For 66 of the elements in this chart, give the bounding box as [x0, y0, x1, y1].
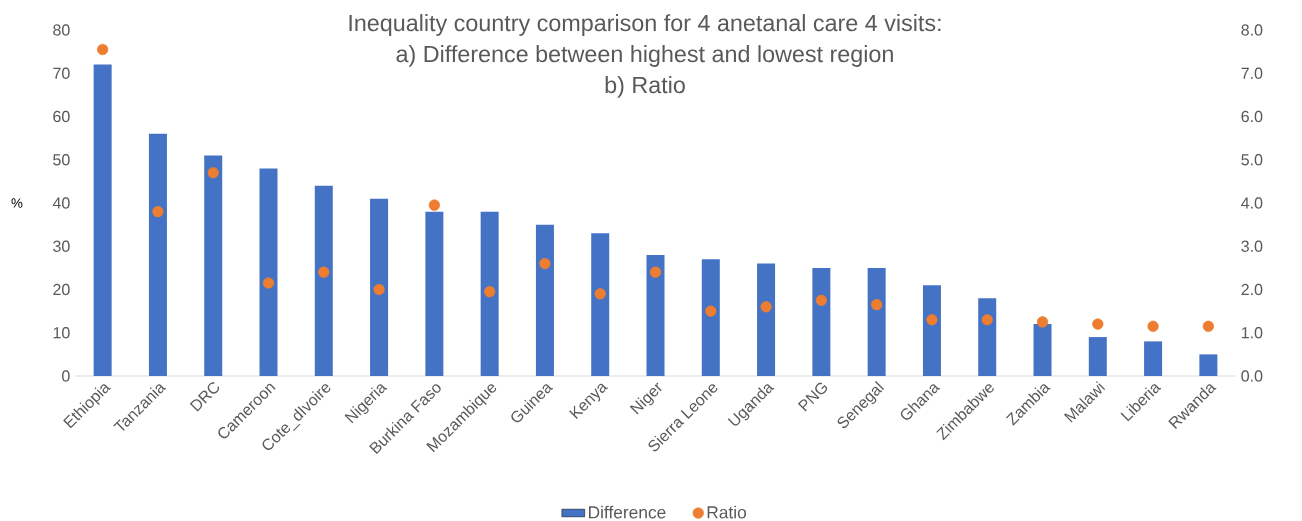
y-tick-label: 70 [53, 67, 70, 79]
y2-tick-label: 8.0 [1241, 24, 1263, 36]
bar [1199, 354, 1218, 376]
point [207, 167, 219, 179]
point [1036, 316, 1049, 328]
legend-label: Ratio [707, 505, 746, 519]
point [97, 43, 109, 56]
bar [480, 211, 499, 376]
y-axis-title: % [11, 198, 23, 208]
bar [867, 267, 886, 376]
y-tick-label: 80 [53, 24, 70, 36]
point [649, 266, 662, 278]
annotation: b) Ratio [605, 76, 685, 98]
y2-tick-label: 5.0 [1241, 154, 1263, 166]
y2-tick-label: 6.0 [1241, 110, 1263, 123]
y2-tick-label: 0.0 [1241, 370, 1263, 382]
y2-tick-label: 7.0 [1241, 67, 1263, 79]
y-tick-label: 30 [53, 240, 70, 252]
bar [425, 211, 444, 376]
point [705, 305, 717, 317]
y-tick-label: 40 [52, 197, 70, 209]
bar [591, 233, 610, 376]
bar [701, 259, 720, 376]
point [926, 314, 938, 326]
y-tick-label: 50 [53, 154, 70, 166]
bar [259, 168, 278, 376]
bar [1144, 341, 1163, 376]
point [318, 266, 330, 278]
y2-tick-label: 4.0 [1241, 197, 1263, 209]
y2-tick-label: 2.0 [1241, 283, 1263, 296]
bar [978, 298, 997, 376]
point [1092, 318, 1104, 330]
bar [922, 285, 941, 376]
legend-label: Difference [589, 505, 666, 519]
bar [370, 198, 389, 376]
bar [757, 263, 776, 376]
bar [535, 224, 554, 376]
y2-tick-label: 3.0 [1241, 240, 1263, 252]
y-tick-label: 20 [53, 283, 70, 296]
point [373, 283, 385, 296]
point [815, 294, 827, 306]
bar [1088, 337, 1107, 376]
bar [314, 185, 333, 376]
bar [204, 155, 223, 376]
bar [148, 133, 167, 376]
text: a) Difference between highest and lowest region [396, 45, 893, 67]
point [484, 286, 496, 298]
bar [646, 254, 665, 376]
point [981, 314, 993, 326]
bar [1033, 324, 1052, 376]
point [262, 277, 275, 289]
point [152, 206, 164, 218]
y-tick-label: 10 [53, 327, 70, 339]
point [428, 199, 440, 211]
bar [812, 267, 831, 376]
point [760, 301, 772, 313]
y-tick-label: 0 [62, 370, 70, 382]
bar [93, 64, 112, 376]
point [539, 257, 551, 270]
y2-tick-label: 1.0 [1241, 327, 1263, 339]
point [871, 299, 883, 311]
y-tick-label: 60 [53, 110, 70, 123]
point [594, 288, 606, 300]
point [1202, 320, 1214, 332]
chart-title: Inequality country comparison for 4 anetanal care 4 visits: [349, 14, 941, 36]
point [1147, 320, 1159, 332]
